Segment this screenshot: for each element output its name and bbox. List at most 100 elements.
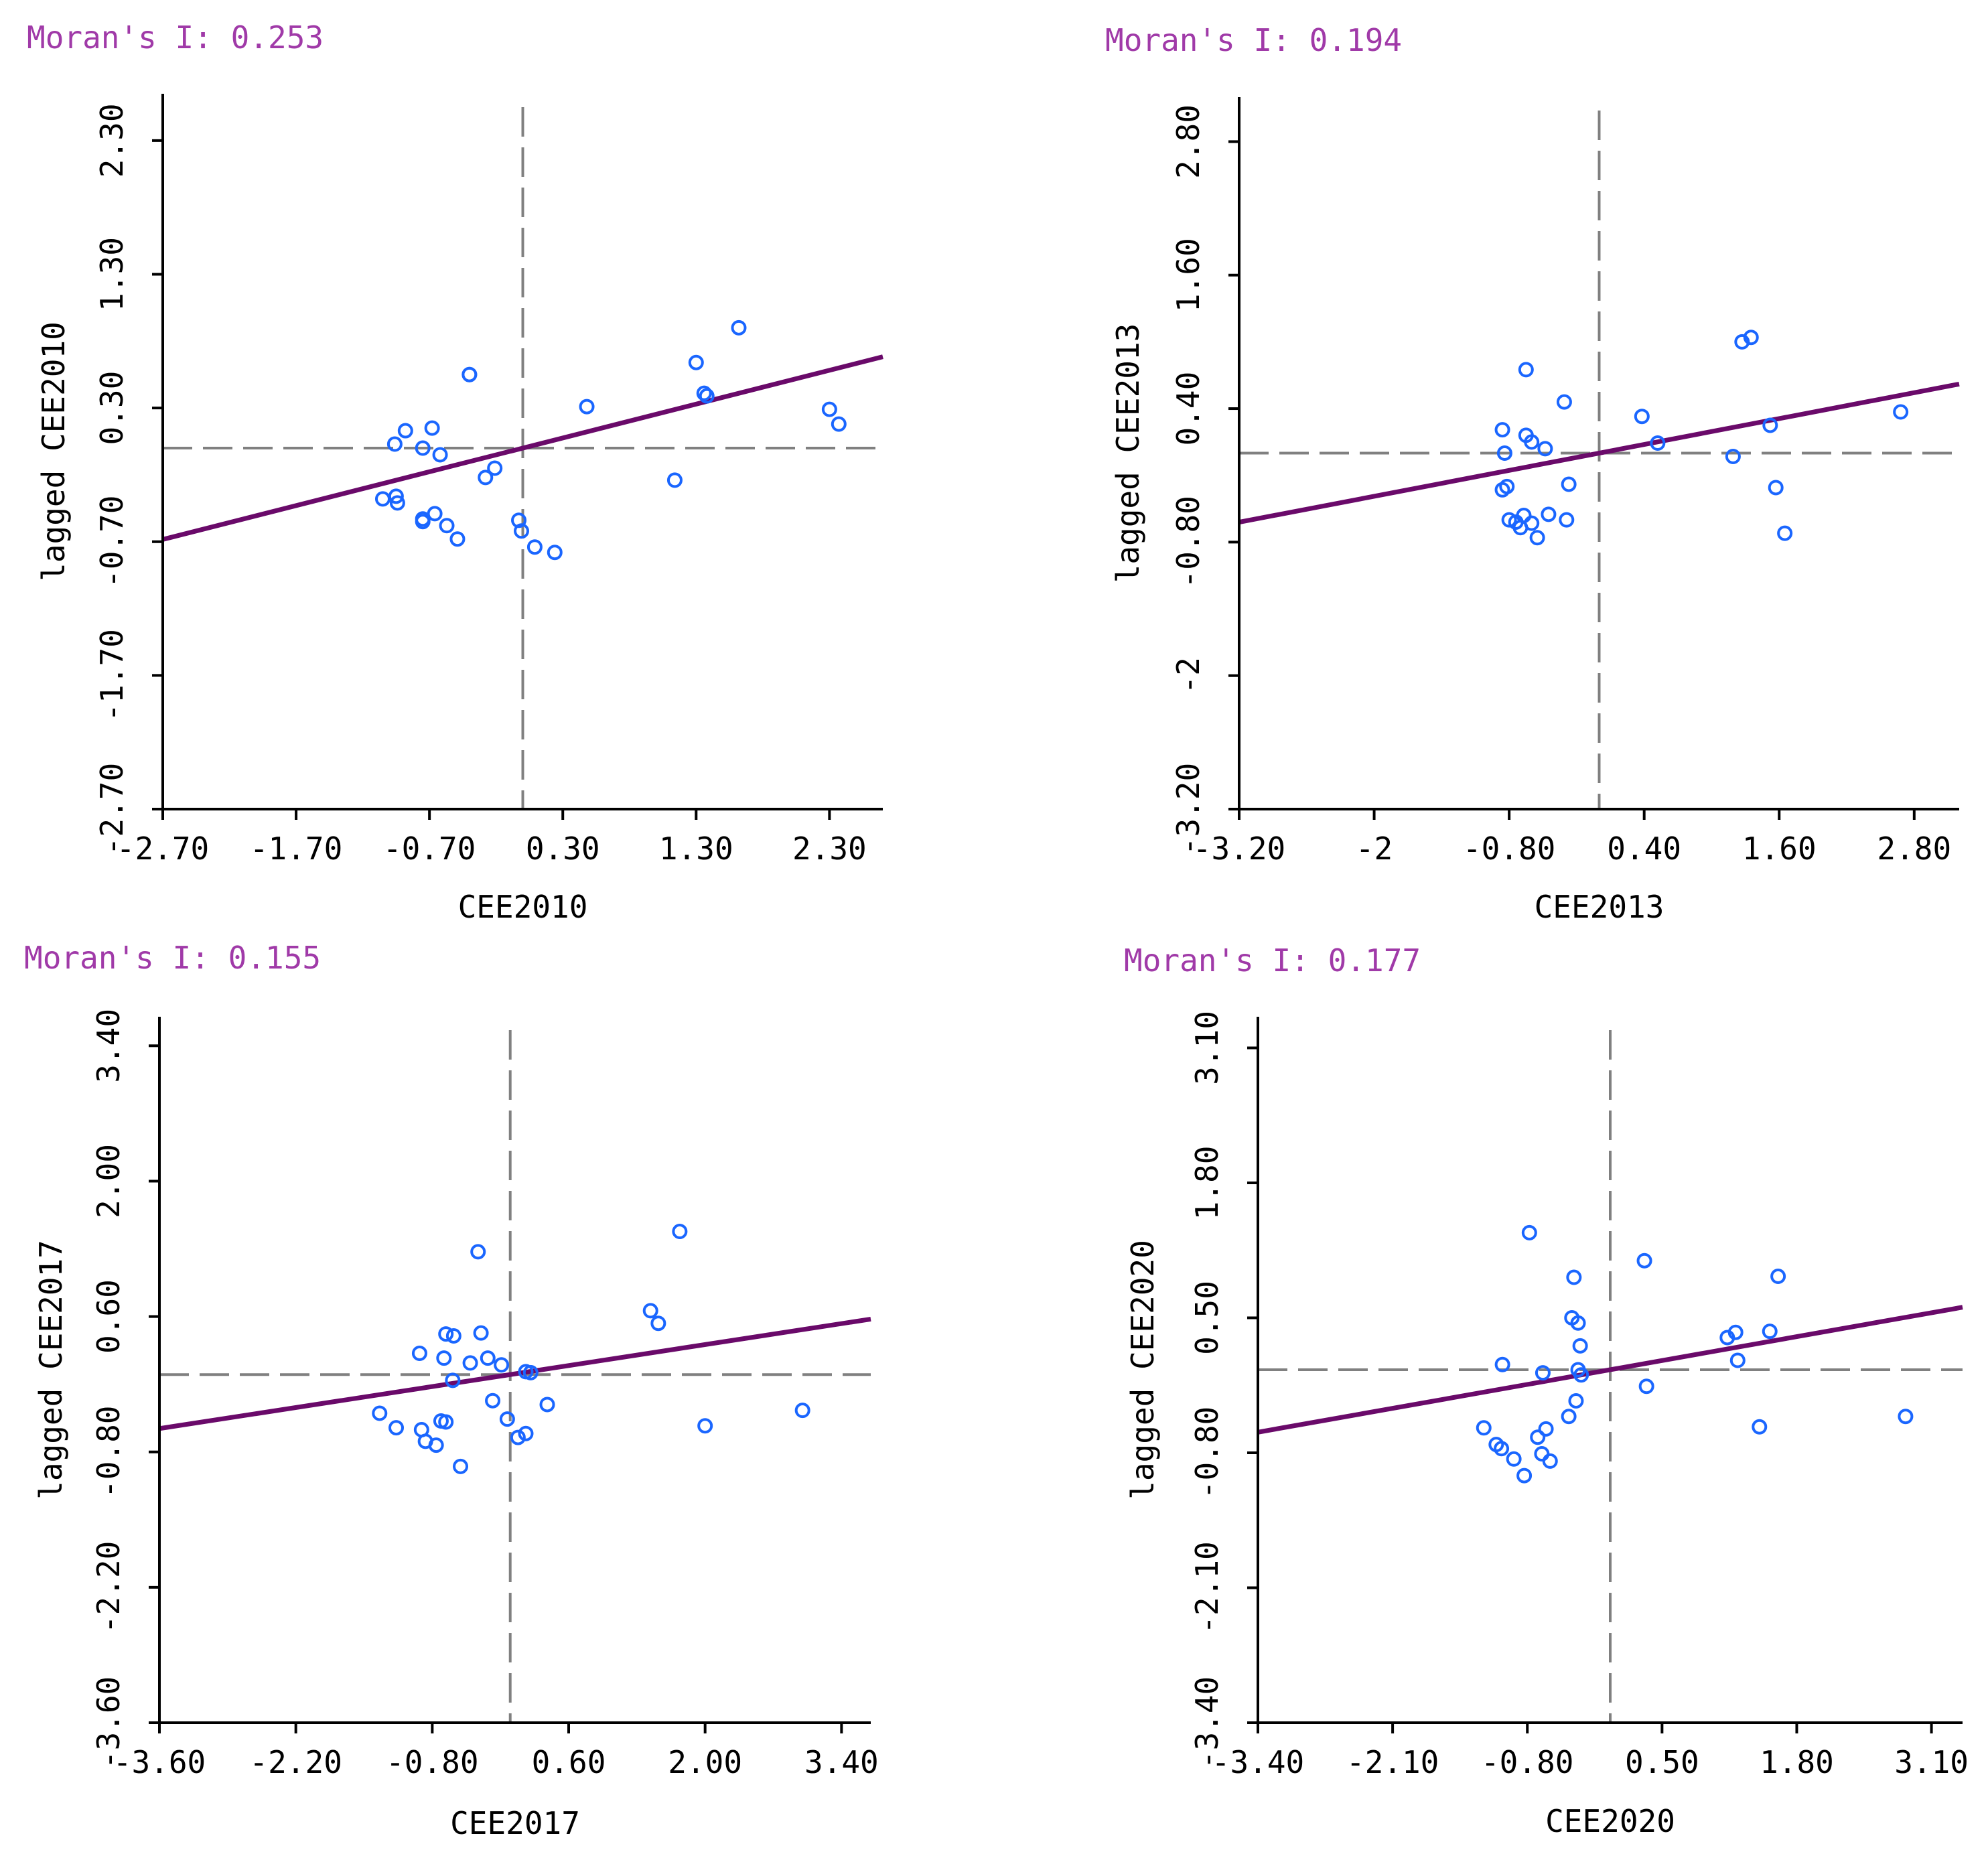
data-point — [510, 1429, 526, 1445]
chart-panel-cee2010: Moran's I: 0.253 -2.70 -1.70 -0.70 0.30 1.30 2… — [27, 19, 883, 925]
data-point — [480, 1350, 496, 1366]
data-point — [1506, 1451, 1522, 1467]
data-point — [372, 1405, 388, 1421]
x-tick-label: -2.70 — [117, 831, 209, 867]
x-tick-label: 2.80 — [1877, 831, 1951, 867]
data-point — [388, 488, 404, 504]
data-point — [470, 1244, 486, 1260]
data-point — [1561, 476, 1577, 492]
x-tick-label: 3.40 — [804, 1744, 879, 1780]
data-point — [388, 1420, 405, 1436]
data-point — [1535, 1365, 1551, 1381]
data-point — [389, 495, 405, 511]
data-point — [499, 1411, 515, 1427]
chart-panels: Moran's I: 0.253 -2.70 -1.70 -0.70 0.30 1.30 2… — [24, 19, 1969, 1841]
data-point — [449, 531, 466, 547]
data-point — [547, 545, 563, 561]
x-tick-label: -0.70 — [383, 831, 476, 867]
x-tick-label: 0.40 — [1607, 831, 1681, 867]
y-tick-label: -0.80 — [1189, 1407, 1225, 1499]
data-point — [1501, 512, 1517, 528]
data-point — [411, 1345, 427, 1361]
y-tick-label: 0.30 — [94, 371, 130, 445]
data-point — [1650, 435, 1666, 451]
x-tick-label: -0.80 — [386, 1744, 478, 1780]
data-point — [1570, 1315, 1586, 1331]
data-point — [1537, 441, 1553, 457]
x-tick-label: -3.60 — [113, 1744, 206, 1780]
y-tick-label: -0.80 — [1170, 496, 1206, 588]
data-point — [1518, 362, 1534, 378]
x-tick-label: -1.70 — [250, 831, 342, 867]
data-point — [1494, 1356, 1510, 1372]
data-point — [1529, 530, 1545, 546]
regression-line — [1238, 381, 1960, 525]
morans-i-label: Moran's I: 0.155 — [24, 940, 321, 976]
data-point — [821, 401, 837, 417]
x-tick-label: -2.10 — [1346, 1744, 1439, 1780]
data-point — [1636, 1253, 1652, 1269]
data-point — [1499, 478, 1515, 494]
data-point — [1572, 1338, 1588, 1354]
data-point — [478, 470, 494, 486]
data-point — [462, 366, 478, 382]
data-point — [1898, 1409, 1914, 1425]
data-point — [436, 1350, 452, 1366]
y-tick-label: 1.60 — [1170, 238, 1206, 312]
y-tick-label: 2.80 — [1170, 104, 1206, 179]
data-point — [445, 1328, 462, 1344]
data-point — [1516, 1468, 1533, 1484]
data-point — [642, 1303, 658, 1319]
data-point — [438, 1326, 454, 1342]
data-point — [494, 1357, 510, 1373]
data-point — [445, 1372, 461, 1388]
chart-panel-cee2020: Moran's I: 0.177 -3.40 -2.10 -0.80 0.50 1.80 3… — [1124, 942, 1969, 1839]
y-tick-label: 1.80 — [1189, 1146, 1225, 1220]
x-axis-title: CEE2013 — [1535, 889, 1664, 925]
data-point — [1496, 445, 1512, 461]
data-point — [672, 1224, 688, 1240]
regression-line — [162, 354, 883, 542]
data-point — [666, 472, 683, 488]
data-point — [1566, 1269, 1582, 1285]
data-point — [1752, 1419, 1768, 1435]
data-point — [1762, 1324, 1778, 1340]
data-point — [397, 423, 413, 439]
y-tick-label: 2.00 — [90, 1144, 127, 1218]
data-point — [1541, 506, 1557, 522]
y-axis-title: lagged CEE2010 — [36, 322, 72, 581]
data-point — [462, 1355, 478, 1371]
data-point — [1556, 394, 1572, 410]
data-point — [1494, 1441, 1510, 1457]
data-point — [1725, 448, 1741, 464]
y-tick-label: 1.30 — [94, 237, 130, 311]
data-point — [1573, 1367, 1589, 1383]
y-tick-label: -0.80 — [90, 1405, 127, 1498]
data-point — [433, 1413, 449, 1429]
y-tick-label: -3.20 — [1170, 763, 1206, 855]
data-point — [424, 420, 440, 436]
data-point — [1743, 330, 1759, 346]
morans-i-label: Moran's I: 0.177 — [1124, 942, 1421, 979]
data-point — [1762, 417, 1778, 433]
data-point — [1521, 1224, 1537, 1240]
y-tick-label: 0.40 — [1170, 372, 1206, 446]
data-point — [427, 506, 443, 522]
data-point — [428, 1437, 444, 1453]
morans-i-label: Moran's I: 0.194 — [1105, 22, 1402, 58]
x-tick-label: 0.30 — [526, 831, 600, 867]
y-tick-label: 0.50 — [1189, 1281, 1225, 1355]
data-point — [699, 388, 715, 404]
y-tick-label: -0.70 — [94, 496, 130, 588]
y-tick-label: 2.30 — [94, 103, 130, 177]
data-point — [1893, 404, 1909, 420]
x-tick-label: 2.30 — [792, 831, 867, 867]
data-point — [1638, 1378, 1654, 1395]
data-point — [473, 1325, 489, 1341]
x-tick-label: -0.80 — [1463, 831, 1555, 867]
x-axis-title: CEE2017 — [450, 1805, 580, 1841]
chart-panel-cee2013: Moran's I: 0.194 -3.20 -2 -0.80 0.40 1.60 2.80… — [1105, 22, 1960, 925]
data-point — [1729, 1352, 1746, 1368]
data-point — [1524, 515, 1540, 531]
